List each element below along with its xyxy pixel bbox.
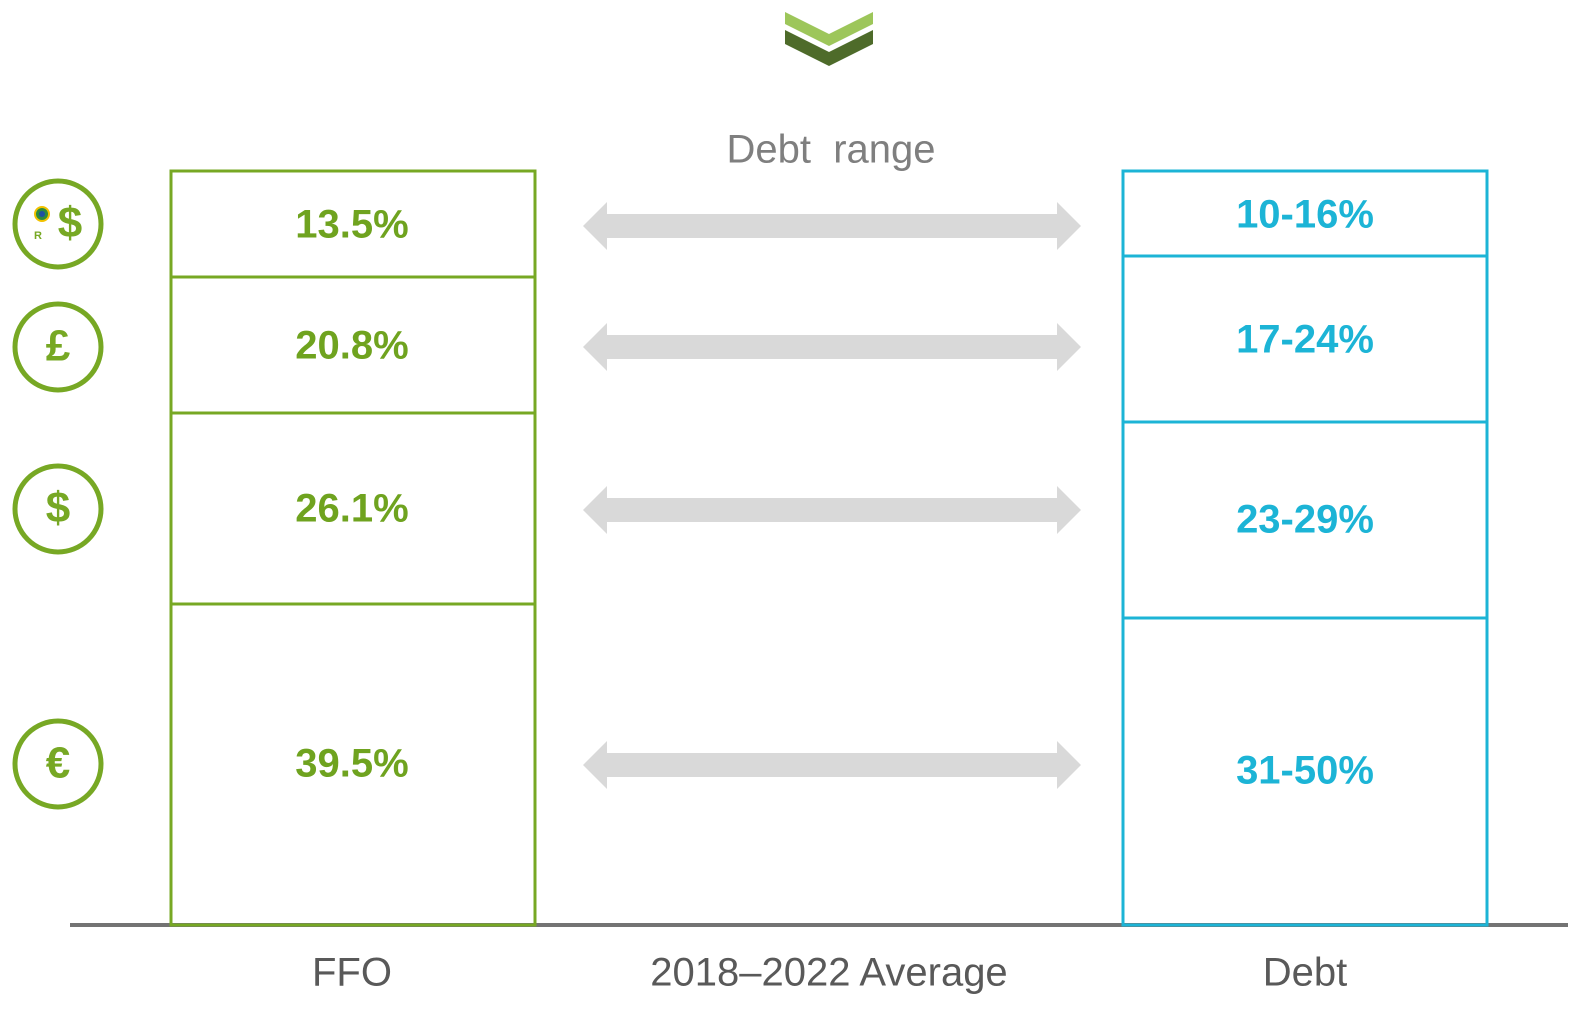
ffo-label: 20.8% <box>295 324 408 368</box>
chevron-dark <box>785 30 873 66</box>
currency-icon <box>12 718 104 810</box>
debt-label: 17-24% <box>1236 318 1374 362</box>
footer-left: FFO <box>312 951 392 995</box>
currency-icon <box>12 463 104 555</box>
footer-right: Debt <box>1263 951 1348 995</box>
debt-label: 10-16% <box>1236 193 1374 237</box>
range-arrow <box>583 486 1081 534</box>
chevron-light <box>785 12 873 46</box>
currency-icon <box>12 301 104 393</box>
ffo-label: 39.5% <box>295 742 408 786</box>
currency-icon <box>12 178 104 270</box>
debt-segment <box>1121 616 1489 927</box>
range-arrow <box>583 741 1081 789</box>
currency-symbol: $ <box>46 484 70 533</box>
currency-symbol: € <box>46 739 70 788</box>
currency-badge: R <box>34 230 42 242</box>
footer-center: 2018–2022 Average <box>650 951 1007 995</box>
range-arrow <box>583 202 1081 250</box>
currency-symbol: £ <box>46 322 71 371</box>
ffo-segment <box>169 602 537 927</box>
ffo-label: 13.5% <box>295 203 408 247</box>
range-arrow <box>583 323 1081 371</box>
debt-label: 31-50% <box>1236 749 1374 793</box>
debt-label: 23-29% <box>1236 498 1374 542</box>
ffo-label: 26.1% <box>295 487 408 531</box>
currency-symbol: $ <box>58 199 82 248</box>
flag-center <box>39 211 45 217</box>
header-label: Debt range <box>726 128 935 172</box>
